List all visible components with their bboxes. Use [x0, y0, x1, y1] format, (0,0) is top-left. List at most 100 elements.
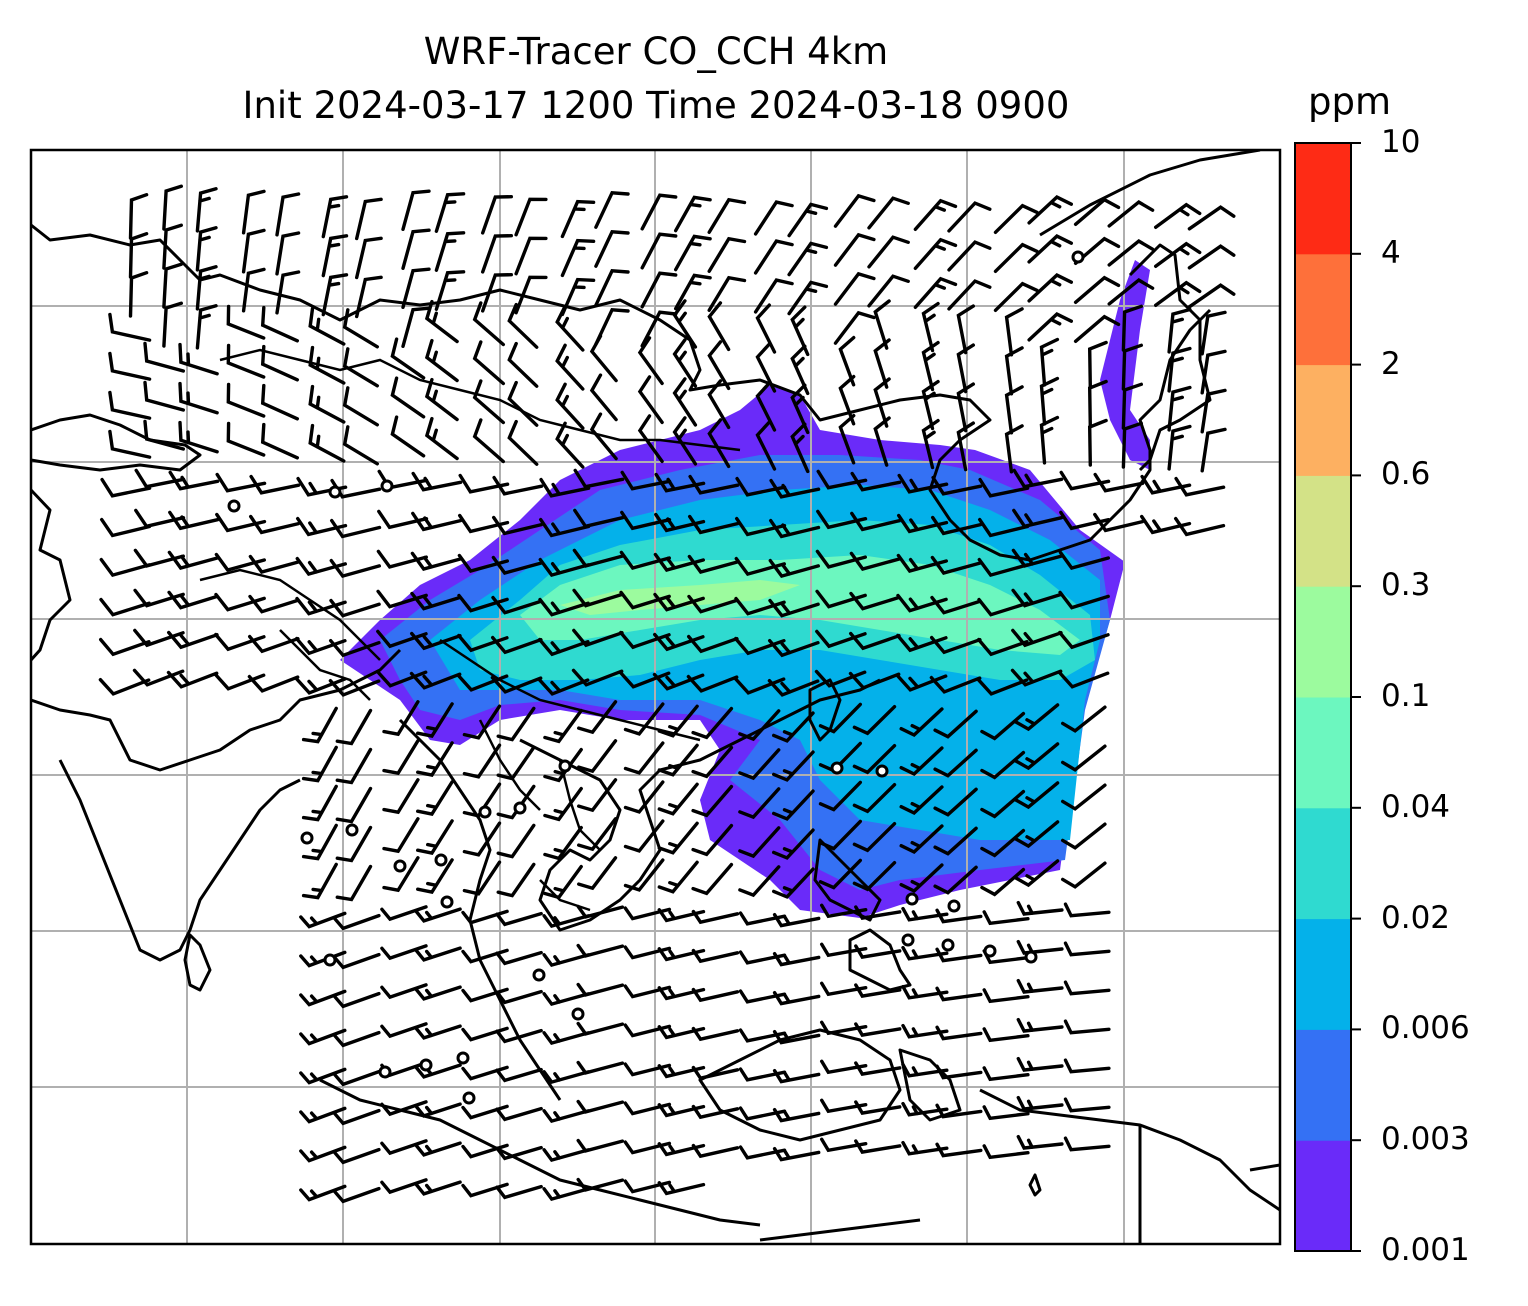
- wind-barb-icon: [333, 1108, 381, 1126]
- wind-barb-icon: [376, 549, 428, 569]
- wind-barb-icon: [342, 425, 379, 466]
- wind-barb-icon: [301, 823, 338, 861]
- wind-barb-icon: [977, 597, 1029, 617]
- wind-barb-icon: [543, 708, 583, 744]
- wind-barb-icon: [1016, 939, 1064, 955]
- wind-barb-icon: [538, 557, 590, 578]
- wind-barb-icon: [99, 597, 151, 617]
- map-subtitle: Init 2024-03-17 1200 Time 2024-03-18 090…: [242, 84, 1070, 127]
- wind-barb-icon: [1063, 1097, 1111, 1113]
- wind-barb-icon: [901, 1062, 949, 1078]
- wind-barb-icon: [335, 864, 373, 902]
- wind-barb-icon: [921, 418, 940, 470]
- wind-barb-icon: [790, 383, 810, 435]
- wind-barb-icon: [623, 1101, 672, 1116]
- wind-barb-icon: [330, 518, 382, 539]
- colorbar-band: [1295, 586, 1351, 698]
- calm-circle-icon: [300, 831, 314, 845]
- wind-barb-icon: [560, 277, 596, 317]
- wind-barb-icon: [1061, 822, 1107, 850]
- wind-barb-icon: [1167, 307, 1192, 354]
- calm-circle-icon: [558, 759, 572, 773]
- wind-barb-icon: [977, 637, 1029, 657]
- wind-barb-icon: [933, 709, 978, 739]
- wind-barb-icon: [707, 236, 747, 273]
- wind-barb-icon: [738, 989, 787, 1004]
- wind-barb-icon: [380, 1178, 428, 1195]
- wind-barb-icon: [687, 554, 739, 574]
- wind-barb-icon: [195, 265, 218, 311]
- wind-barb-icon: [496, 706, 536, 742]
- wind-barb-icon: [1174, 516, 1226, 537]
- wind-barb-icon: [414, 1141, 462, 1157]
- calm-circle-icon: [1024, 950, 1038, 964]
- wind-barb-icon: [657, 1103, 706, 1118]
- wind-barb-icon: [328, 679, 381, 697]
- wind-barb-icon: [1010, 668, 1063, 687]
- wind-barb-icon: [849, 591, 901, 611]
- wind-barb-icon: [572, 628, 624, 648]
- wind-barb-icon: [772, 711, 815, 743]
- wind-barb-icon: [1027, 195, 1073, 225]
- wind-barb-icon: [108, 351, 152, 381]
- wind-barb-icon: [481, 234, 513, 274]
- wind-barb-icon: [848, 671, 901, 690]
- calm-circle-icon: [571, 1007, 585, 1021]
- wind-barb-icon: [409, 671, 462, 690]
- wind-barb-icon: [735, 476, 787, 497]
- wind-barb-icon: [772, 991, 821, 1006]
- wind-barb-icon: [514, 236, 548, 276]
- wind-barb-icon: [790, 305, 810, 357]
- wind-barb-icon: [935, 908, 983, 924]
- calm-circle-icon: [419, 1058, 433, 1072]
- wind-barb-icon: [787, 241, 829, 277]
- wind-barb-icon: [414, 946, 462, 962]
- country-borders: [199, 348, 741, 912]
- colorbar-band: [1295, 143, 1351, 255]
- wind-barb-icon: [867, 235, 910, 269]
- wind-barb-icon: [594, 230, 630, 268]
- wind-barb-icon: [772, 828, 815, 860]
- wind-barb-icon: [899, 863, 944, 894]
- wind-barb-icon: [491, 635, 543, 655]
- calm-circle-icon: [227, 499, 241, 513]
- wind-barb-icon: [982, 1066, 1030, 1082]
- wind-barb-icon: [301, 745, 338, 783]
- wind-barb-icon: [577, 739, 618, 774]
- wind-barb-icon: [768, 558, 820, 579]
- wind-barb-icon: [98, 678, 151, 696]
- wind-barb-icon: [100, 517, 152, 538]
- wind-barb-icon: [978, 517, 1030, 538]
- calm-circle-icon: [532, 968, 546, 982]
- wind-barb-icon: [653, 592, 705, 612]
- wind-barb-icon: [977, 557, 1029, 578]
- wind-barb-icon: [738, 1028, 787, 1043]
- wind-barb-icon: [929, 675, 982, 694]
- wind-barb-icon: [214, 592, 266, 612]
- wind-barb-icon: [818, 780, 862, 812]
- wind-barb-icon: [1107, 239, 1155, 267]
- wind-barb-icon: [260, 422, 299, 460]
- wind-barb-icon: [707, 379, 731, 430]
- wind-barb-icon: [1087, 418, 1108, 467]
- wind-barb-icon: [416, 819, 454, 856]
- wind-barb-icon: [390, 415, 426, 458]
- wind-barb-icon: [930, 595, 982, 615]
- wind-barb-icon: [993, 281, 1039, 312]
- wind-barb-icon: [108, 429, 152, 459]
- colorbar-band: [1295, 697, 1351, 809]
- gridlines: [31, 150, 1280, 1244]
- wind-barb-icon: [897, 473, 949, 494]
- wind-barb-icon: [472, 301, 505, 347]
- wind-barb-icon: [687, 634, 739, 654]
- wind-barb-icon: [215, 512, 267, 533]
- wind-barb-icon: [335, 747, 373, 785]
- wind-barb-icon: [296, 516, 348, 537]
- wind-barb-icon: [672, 299, 698, 349]
- wind-barb-icon: [767, 679, 820, 697]
- wind-barb-icon: [496, 823, 536, 859]
- wind-barb-icon: [108, 312, 152, 342]
- wind-barb-icon: [390, 376, 426, 419]
- wind-barb-icon: [688, 514, 740, 535]
- wind-barb-icon: [577, 817, 618, 852]
